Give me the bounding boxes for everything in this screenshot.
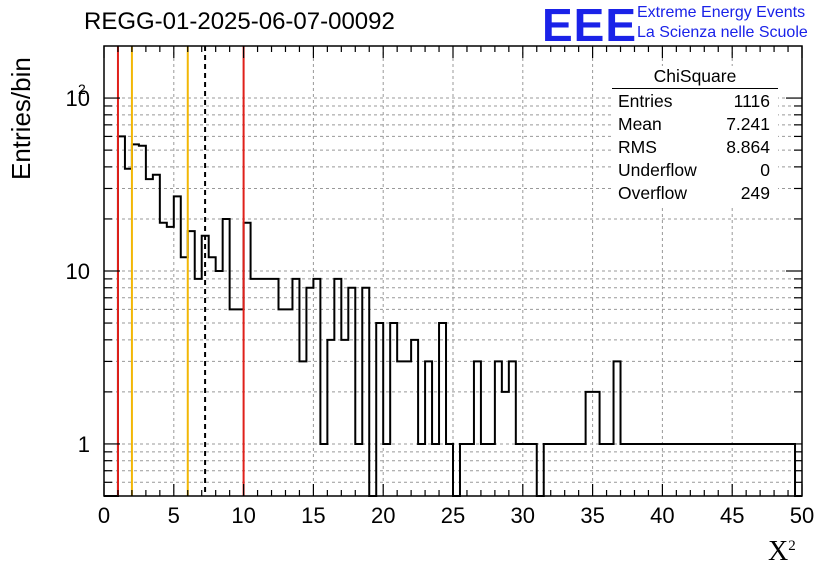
y-tick-label-exponent: 2: [78, 81, 86, 97]
stats-label: RMS: [618, 137, 657, 157]
stats-row-mean: Mean 7.241: [612, 113, 778, 136]
stats-row-entries: Entries 1116: [612, 90, 778, 113]
stats-title: ChiSquare: [612, 66, 778, 89]
stats-row-underflow: Underflow 0: [612, 159, 778, 182]
x-tick-label: 30: [511, 503, 535, 528]
stats-value: 7.241: [726, 114, 770, 134]
y-tick-label: 10: [66, 259, 90, 284]
x-tick-label: 50: [790, 503, 814, 528]
stats-value: 0: [760, 160, 770, 180]
x-axis-label: X2: [768, 536, 796, 568]
stats-label: Entries: [618, 91, 673, 111]
x-axis-label-base: X: [768, 536, 789, 567]
stats-label: Mean: [618, 114, 662, 134]
stats-value: 1116: [733, 91, 770, 111]
stats-value: 8.864: [726, 137, 770, 157]
histogram-series: [104, 135, 802, 497]
stats-row-overflow: Overflow 249: [612, 182, 778, 205]
chart-title: REGG-01-2025-06-07-00092: [84, 8, 395, 35]
x-tick-label: 25: [441, 503, 465, 528]
eee-logo-line2: La Scienza nelle Scuole: [637, 24, 808, 41]
x-tick-label: 10: [231, 503, 255, 528]
y-axis-label: Entries/bin: [6, 57, 36, 180]
x-axis-label-exponent: 2: [788, 538, 796, 554]
stats-value: 249: [740, 183, 770, 203]
eee-logo-line1: Extreme Energy Events: [637, 4, 806, 21]
eee-logo-mark: EEE: [542, 0, 638, 51]
stats-label: Overflow: [618, 183, 688, 203]
x-tick-label: 20: [371, 503, 395, 528]
x-tick-label: 15: [301, 503, 325, 528]
x-tick-label: 45: [720, 503, 744, 528]
y-tick-label: 1: [78, 432, 90, 457]
x-tick-label: 40: [650, 503, 674, 528]
stats-row-rms: RMS 8.864: [612, 136, 778, 159]
y-tick-label: 10: [66, 86, 90, 111]
x-tick-label: 35: [580, 503, 604, 528]
x-tick-label: 5: [168, 503, 180, 528]
stats-box: ChiSquare Entries 1116 Mean 7.241 RMS 8.864…: [612, 66, 778, 205]
stats-label: Underflow: [618, 160, 697, 180]
x-tick-label: 0: [98, 503, 110, 528]
